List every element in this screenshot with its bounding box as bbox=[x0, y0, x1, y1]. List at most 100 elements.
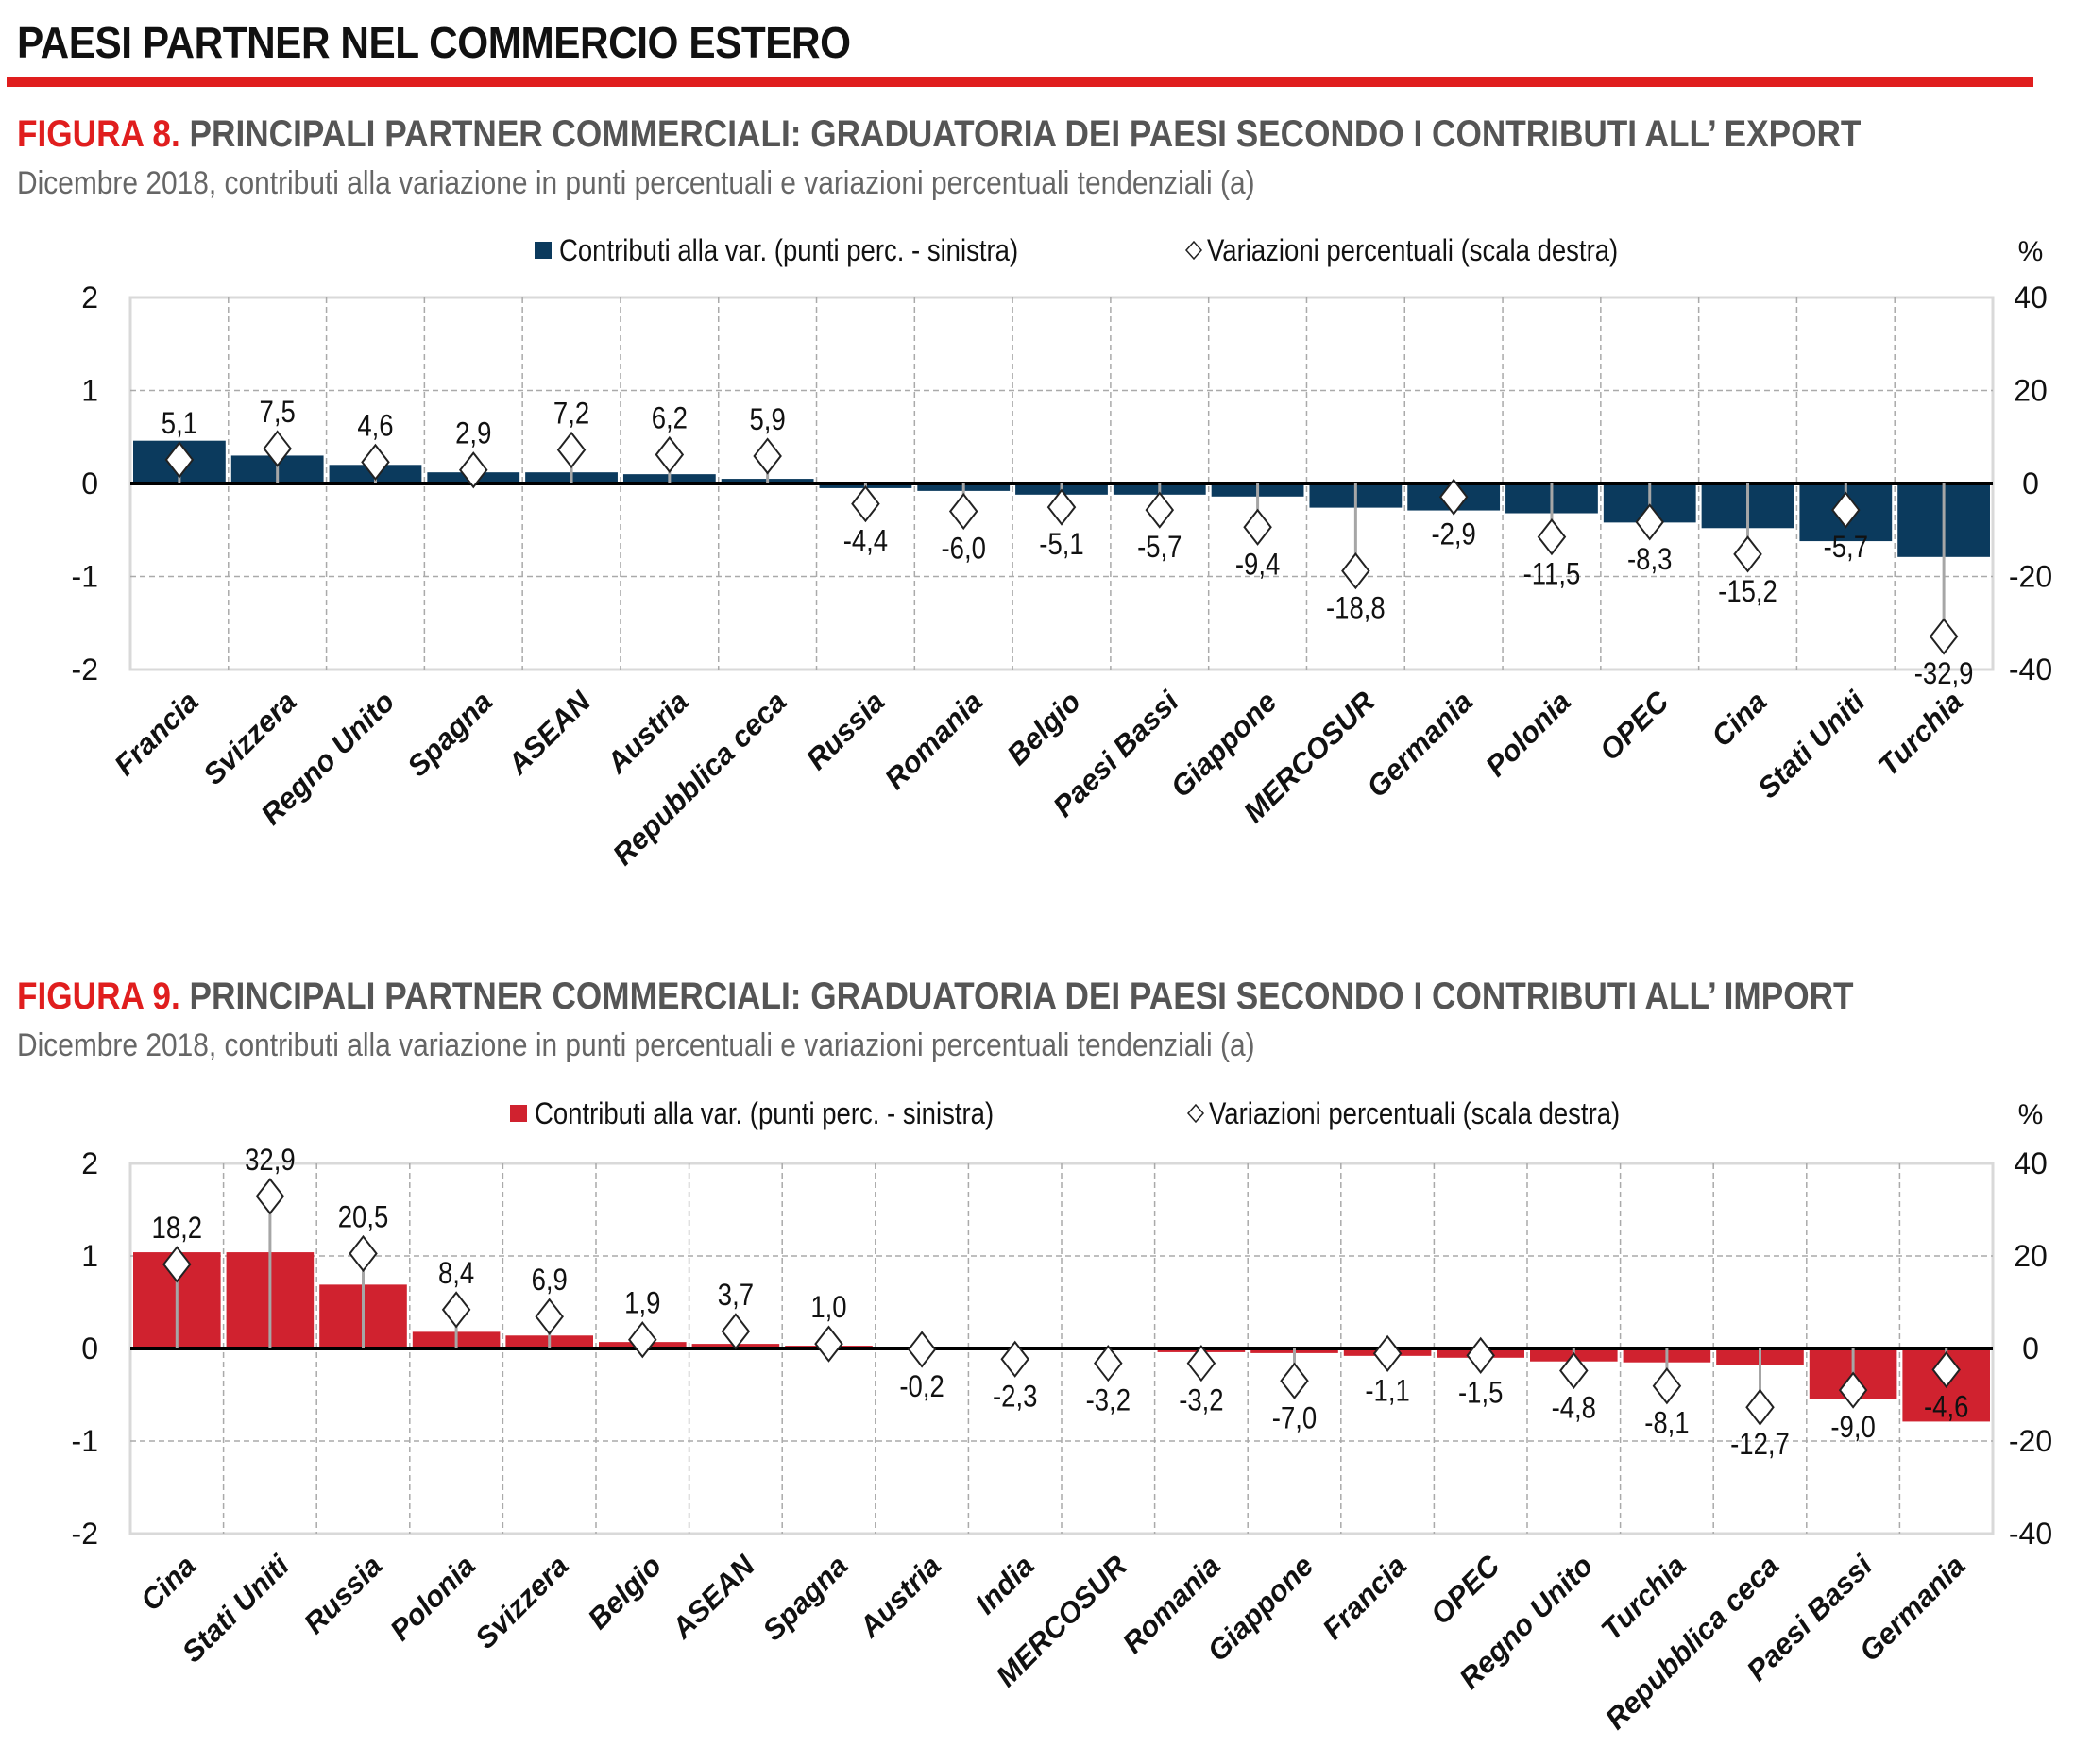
right-axis-unit-label: % bbox=[2018, 1099, 2044, 1130]
fig9-left-tick-label: 0 bbox=[81, 1331, 98, 1365]
fig9-category-label: Spagna bbox=[757, 1549, 855, 1647]
fig9-category-label: Cina bbox=[134, 1549, 202, 1617]
fig8-diamond-marker bbox=[1243, 508, 1272, 546]
fig9-right-tick-label: -20 bbox=[2009, 1424, 2052, 1458]
fig8-data-label: -4,4 bbox=[843, 525, 888, 558]
fig8-right-tick-label: -40 bbox=[2009, 653, 2052, 687]
fig9-data-label: -0,2 bbox=[899, 1370, 944, 1403]
fig8-diamond-marker bbox=[458, 451, 488, 489]
fig8-data-label: -32,9 bbox=[1914, 657, 1974, 690]
fig9-right-tick-label: 40 bbox=[2014, 1146, 2048, 1180]
fig9-left-tick-label: -2 bbox=[72, 1517, 98, 1551]
legend-bar-swatch-icon bbox=[535, 242, 552, 259]
fig8-right-tick-label: -20 bbox=[2009, 560, 2052, 594]
fig9-data-label: -3,2 bbox=[1179, 1384, 1223, 1417]
fig9-diamond-marker bbox=[1745, 1388, 1775, 1426]
fig8-data-label: 5,9 bbox=[750, 403, 786, 436]
title-divider bbox=[7, 77, 2033, 87]
fig8-data-label: 6,2 bbox=[652, 402, 688, 435]
figure-8-title-text: PRINCIPALI PARTNER COMMERCIALI: GRADUATO… bbox=[189, 113, 1862, 155]
fig8-diamond-marker bbox=[851, 485, 880, 523]
fig8-right-tick-label: 20 bbox=[2014, 374, 2048, 408]
fig8-data-label: -6,0 bbox=[942, 533, 986, 566]
fig9-diamond-marker bbox=[1652, 1367, 1682, 1405]
fig8-left-tick-label: 0 bbox=[81, 466, 98, 500]
fig9-diamond-marker bbox=[1186, 1345, 1216, 1382]
fig8-data-label: -15,2 bbox=[1718, 575, 1777, 608]
fig9-data-label: 6,9 bbox=[532, 1264, 568, 1297]
fig9-category-label: OPEC bbox=[1424, 1549, 1506, 1631]
fig8-data-label: 7,2 bbox=[553, 398, 589, 431]
fig9-diamond-marker bbox=[721, 1313, 751, 1350]
page-title: PAESI PARTNER NEL COMMERCIO ESTERO bbox=[17, 18, 851, 67]
legend-marker-label: Variazioni percentuali (scala destra) bbox=[1209, 1097, 1620, 1130]
figure-9-title-text: PRINCIPALI PARTNER COMMERCIALI: GRADUATO… bbox=[189, 975, 1854, 1017]
fig9-category-label: Russia bbox=[298, 1549, 389, 1640]
figure-9-number: FIGURA 9. bbox=[17, 975, 180, 1017]
fig8-diamond-marker bbox=[1929, 618, 1959, 655]
fig8-left-tick-label: 2 bbox=[81, 280, 98, 314]
fig9-diamond-marker bbox=[1931, 1350, 1961, 1389]
fig8-diamond-marker bbox=[1341, 551, 1370, 590]
fig9-diamond-marker bbox=[535, 1298, 564, 1335]
fig9-data-label: -4,8 bbox=[1552, 1392, 1596, 1425]
fig9-diamond-marker bbox=[1280, 1362, 1309, 1399]
fig8-right-tick-label: 40 bbox=[2014, 280, 2048, 314]
fig9-diamond-marker bbox=[628, 1321, 657, 1359]
fig8-data-label: -9,4 bbox=[1235, 548, 1280, 581]
figure-9-subtitle: Dicembre 2018, contributi alla variazion… bbox=[17, 1027, 1255, 1063]
fig8-data-label: -11,5 bbox=[1523, 558, 1581, 591]
fig8-data-label: 2,9 bbox=[455, 417, 491, 450]
figure-8-chart: Contributi alla var. (punti perc. - sini… bbox=[72, 234, 2053, 872]
fig9-diamond-marker bbox=[255, 1178, 285, 1215]
fig8-left-tick-label: 1 bbox=[81, 374, 98, 408]
fig8-left-tick-label: -2 bbox=[72, 653, 98, 687]
fig9-category-label: India bbox=[969, 1549, 1041, 1620]
fig9-data-label: 3,7 bbox=[718, 1279, 754, 1312]
fig9-diamond-marker bbox=[1559, 1351, 1589, 1390]
legend-diamond-icon bbox=[1184, 240, 1203, 261]
fig8-diamond-marker bbox=[1831, 491, 1861, 529]
legend-bar-label: Contributi alla var. (punti perc. - sini… bbox=[535, 1097, 994, 1130]
legend-bar-label: Contributi alla var. (punti perc. - sini… bbox=[559, 234, 1018, 267]
fig9-right-tick-label: 20 bbox=[2014, 1239, 2048, 1273]
fig9-diamond-marker bbox=[814, 1325, 843, 1363]
fig9-diamond-marker bbox=[1372, 1334, 1403, 1373]
fig9-right-tick-label: 0 bbox=[2022, 1331, 2039, 1365]
fig9-diamond-marker bbox=[1838, 1371, 1868, 1409]
fig9-data-label: 32,9 bbox=[245, 1144, 296, 1177]
fig9-data-label: -3,2 bbox=[1086, 1384, 1131, 1417]
fig8-diamond-marker bbox=[263, 430, 292, 467]
fig9-category-label: Belgio bbox=[582, 1549, 669, 1636]
fig8-data-label: 4,6 bbox=[357, 409, 393, 442]
fig8-legend: Contributi alla var. (punti perc. - sini… bbox=[535, 234, 1618, 268]
fig9-legend: Contributi alla var. (punti perc. - sini… bbox=[510, 1097, 1620, 1131]
fig8-data-label: -18,8 bbox=[1326, 592, 1386, 625]
fig9-left-tick-label: 1 bbox=[81, 1239, 98, 1273]
fig9-category-label: Repubblica ceca bbox=[1599, 1549, 1786, 1736]
fig9-diamond-marker bbox=[1094, 1345, 1123, 1382]
fig9-data-label: -1,5 bbox=[1458, 1376, 1503, 1409]
fig9-right-tick-label: -40 bbox=[2009, 1517, 2052, 1551]
fig9-data-label: -4,6 bbox=[1924, 1391, 1968, 1424]
fig9-data-label: 20,5 bbox=[338, 1201, 389, 1234]
legend-diamond-icon bbox=[1186, 1103, 1205, 1124]
fig8-data-label: -8,3 bbox=[1627, 543, 1672, 576]
fig9-category-label: Austria bbox=[852, 1549, 947, 1644]
fig9-diamond-marker bbox=[349, 1234, 378, 1273]
fig9-data-label: -1,1 bbox=[1365, 1375, 1409, 1408]
fig9-data-label: -8,1 bbox=[1644, 1407, 1689, 1440]
fig9-diamond-marker bbox=[162, 1246, 192, 1283]
fig8-left-tick-label: -1 bbox=[72, 560, 98, 594]
fig9-data-label: 8,4 bbox=[438, 1257, 474, 1290]
fig8-data-label: 5,1 bbox=[162, 407, 197, 440]
fig9-data-label: 18,2 bbox=[152, 1212, 203, 1245]
fig9-diamond-marker bbox=[907, 1331, 937, 1368]
figure-8-number: FIGURA 8. bbox=[17, 113, 180, 155]
fig9-data-label: -2,3 bbox=[993, 1380, 1037, 1413]
fig8-diamond-marker bbox=[1438, 478, 1469, 516]
fig9-diamond-marker bbox=[1466, 1336, 1495, 1374]
fig9-data-label: -7,0 bbox=[1272, 1401, 1317, 1434]
fig8-data-label: 7,5 bbox=[260, 396, 296, 429]
